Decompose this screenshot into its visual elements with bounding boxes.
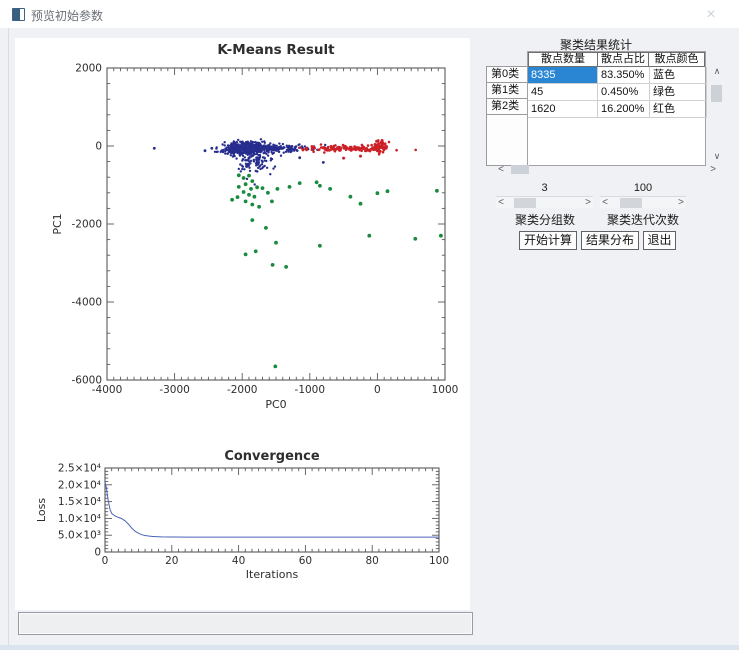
- svg-text:-4000: -4000: [92, 384, 123, 396]
- svg-text:-4000: -4000: [71, 297, 102, 309]
- svg-text:60: 60: [299, 555, 312, 567]
- window-title: 预览初始参数: [31, 9, 104, 23]
- cell-count-0[interactable]: 8335: [528, 67, 598, 84]
- cluster-count-label: 聚类分组数: [514, 213, 575, 227]
- slider-right-icon[interactable]: >: [585, 197, 591, 208]
- svg-text:40: 40: [232, 555, 245, 567]
- result-distribution-button[interactable]: 结果分布: [581, 231, 639, 250]
- row-header-empty: [486, 114, 528, 166]
- cell-count-2[interactable]: 1620: [528, 101, 598, 118]
- stats-table: 散点数量 散点占比 散点颜色 8335 83.350% 蓝色 45 0.450%…: [527, 51, 707, 166]
- svg-text:1000: 1000: [432, 384, 459, 396]
- row-header-class2[interactable]: 第2类: [486, 98, 528, 115]
- progress-status-bar: [18, 612, 473, 635]
- slider-thumb[interactable]: [620, 198, 642, 208]
- svg-text:5.0×10³: 5.0×10³: [58, 530, 101, 542]
- svg-text:0: 0: [374, 384, 381, 396]
- exit-button[interactable]: 退出: [643, 231, 676, 250]
- svg-text:0: 0: [94, 547, 101, 559]
- cell-color-2[interactable]: 红色: [650, 101, 707, 118]
- cluster-count-slider[interactable]: < >: [496, 196, 593, 208]
- convergence-line-chart: Convergence 0 20 40 60 80 100 0 5.0×10³ 1.0×10⁴ 1.…: [35, 449, 449, 581]
- svg-text:K-Means Result: K-Means Result: [217, 42, 335, 58]
- cell-pct-1[interactable]: 0.450%: [598, 84, 650, 101]
- column-header-color[interactable]: 散点颜色: [648, 52, 705, 67]
- slider-left-icon[interactable]: <: [602, 197, 608, 208]
- table-row: 8335 83.350% 蓝色: [528, 67, 707, 84]
- scroll-down-icon[interactable]: ∨: [713, 151, 721, 161]
- svg-text:1.5×10⁴: 1.5×10⁴: [58, 496, 101, 508]
- cell-count-1[interactable]: 45: [528, 84, 598, 101]
- window-bottom-edge: [0, 645, 739, 650]
- svg-text:PC1: PC1: [51, 213, 64, 234]
- column-header-pct[interactable]: 散点占比: [597, 52, 649, 67]
- start-calculation-button[interactable]: 开始计算: [519, 231, 577, 250]
- stats-table-title: 聚类结果统计: [559, 38, 632, 52]
- plot-panel: K-Means Result -4000 -3000 -2000 -1000 0 1000-…: [15, 38, 470, 610]
- svg-text:1.0×10⁴: 1.0×10⁴: [58, 513, 101, 525]
- column-header-count[interactable]: 散点数量: [528, 52, 598, 67]
- slider-right-icon[interactable]: >: [678, 197, 684, 208]
- titlebar: 预览初始参数 ×: [0, 0, 739, 28]
- table-horizontal-scrollbar[interactable]: < >: [496, 164, 718, 176]
- svg-text:0: 0: [95, 141, 102, 153]
- row-header-class0[interactable]: 第0类: [486, 66, 528, 83]
- app-window-icon: [12, 8, 25, 21]
- iteration-count-slider[interactable]: < >: [600, 196, 686, 208]
- table-row: 45 0.450% 绿色: [528, 84, 707, 101]
- cell-pct-2[interactable]: 16.200%: [598, 101, 650, 118]
- scroll-right-icon[interactable]: >: [710, 164, 716, 175]
- cluster-count-value: 3: [541, 182, 548, 194]
- slider-left-icon[interactable]: <: [498, 197, 504, 208]
- scroll-up-icon[interactable]: ∧: [713, 66, 721, 76]
- svg-text:PC0: PC0: [265, 398, 286, 411]
- svg-text:-1000: -1000: [295, 384, 326, 396]
- svg-text:80: 80: [366, 555, 379, 567]
- iteration-count-value: 100: [633, 182, 653, 194]
- svg-text:0: 0: [102, 555, 109, 567]
- svg-text:-2000: -2000: [71, 219, 102, 231]
- svg-text:2.5×10⁴: 2.5×10⁴: [58, 463, 101, 475]
- cell-pct-0[interactable]: 83.350%: [598, 67, 650, 84]
- kmeans-scatter-chart: K-Means Result -4000 -3000 -2000 -1000 0 1000 -…: [51, 42, 459, 411]
- cell-color-1[interactable]: 绿色: [650, 84, 707, 101]
- svg-text:-3000: -3000: [159, 384, 190, 396]
- svg-text:-2000: -2000: [227, 384, 258, 396]
- row-header-class1[interactable]: 第1类: [486, 82, 528, 99]
- stats-table-header-row: 散点数量 散点占比 散点颜色: [528, 52, 705, 67]
- svg-text:2000: 2000: [75, 63, 102, 75]
- slider-thumb[interactable]: [514, 198, 536, 208]
- svg-text:Loss: Loss: [35, 498, 48, 522]
- svg-text:100: 100: [429, 555, 449, 567]
- svg-text:Iterations: Iterations: [246, 568, 299, 581]
- svg-text:-6000: -6000: [71, 375, 102, 387]
- svg-text:2.0×10⁴: 2.0×10⁴: [58, 479, 101, 491]
- iteration-count-label: 聚类迭代次数: [606, 213, 679, 227]
- svg-text:Convergence: Convergence: [224, 449, 320, 464]
- close-icon[interactable]: ×: [706, 6, 716, 23]
- svg-text:20: 20: [165, 555, 178, 567]
- cell-color-0[interactable]: 蓝色: [650, 67, 707, 84]
- hscroll-thumb[interactable]: [511, 165, 529, 174]
- scroll-left-icon[interactable]: <: [498, 164, 504, 175]
- table-vertical-scrollbar[interactable]: ∧ ∨: [710, 66, 724, 163]
- vscroll-thumb[interactable]: [711, 85, 722, 102]
- window-left-edge: [8, 0, 9, 650]
- table-row: 1620 16.200% 红色: [528, 101, 707, 118]
